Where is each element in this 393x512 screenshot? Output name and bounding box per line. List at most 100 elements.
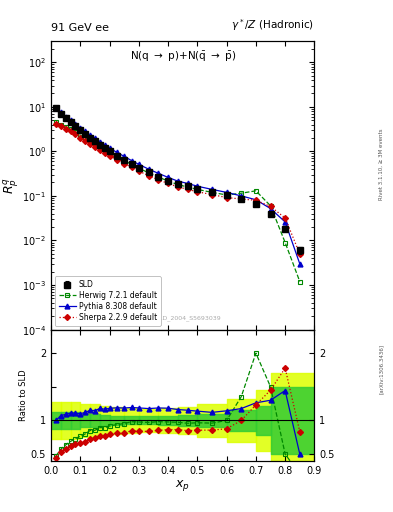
Pythia 8.308 default: [97, 139, 102, 145]
Pythia 8.308 default: [59, 109, 63, 115]
Herwig 7.2.1 default: [78, 132, 83, 138]
Pythia 8.308 default: [298, 261, 302, 267]
Pythia 8.308 default: [102, 142, 107, 148]
Herwig 7.2.1 default: [83, 135, 88, 141]
Herwig 7.2.1 default: [209, 189, 214, 196]
Pythia 8.308 default: [166, 175, 171, 181]
Pythia 8.308 default: [268, 205, 273, 211]
Sherpa 2.2.9 default: [195, 189, 200, 195]
Text: [arXiv:1306.3436]: [arXiv:1306.3436]: [379, 344, 384, 394]
Sherpa 2.2.9 default: [129, 164, 134, 170]
Text: N(q $\rightarrow$ p)+N($\bar{\rm q}$ $\rightarrow$ $\bar{\rm p}$): N(q $\rightarrow$ p)+N($\bar{\rm q}$ $\r…: [130, 50, 236, 63]
Herwig 7.2.1 default: [175, 181, 180, 187]
Pythia 8.308 default: [68, 117, 73, 123]
Pythia 8.308 default: [283, 219, 288, 225]
Pythia 8.308 default: [88, 132, 92, 138]
Sherpa 2.2.9 default: [107, 153, 112, 159]
Sherpa 2.2.9 default: [97, 147, 102, 153]
Herwig 7.2.1 default: [298, 279, 302, 285]
Pythia 8.308 default: [129, 158, 134, 164]
Pythia 8.308 default: [175, 178, 180, 184]
Pythia 8.308 default: [185, 180, 190, 186]
Herwig 7.2.1 default: [239, 190, 244, 196]
Herwig 7.2.1 default: [63, 124, 68, 130]
Sherpa 2.2.9 default: [209, 191, 214, 198]
Pythia 8.308 default: [253, 197, 258, 203]
Sherpa 2.2.9 default: [283, 215, 288, 221]
Pythia 8.308 default: [239, 193, 244, 199]
Sherpa 2.2.9 default: [253, 197, 258, 203]
Herwig 7.2.1 default: [195, 186, 200, 193]
Sherpa 2.2.9 default: [268, 203, 273, 209]
Sherpa 2.2.9 default: [93, 144, 97, 150]
Text: $\gamma^*/Z$ (Hadronic): $\gamma^*/Z$ (Hadronic): [231, 17, 314, 33]
Herwig 7.2.1 default: [107, 150, 112, 156]
Pythia 8.308 default: [209, 186, 214, 193]
Herwig 7.2.1 default: [59, 121, 63, 127]
Pythia 8.308 default: [136, 161, 141, 167]
Pythia 8.308 default: [224, 189, 229, 196]
Herwig 7.2.1 default: [166, 178, 171, 184]
Herwig 7.2.1 default: [115, 154, 119, 160]
Pythia 8.308 default: [146, 166, 151, 172]
Y-axis label: Ratio to SLD: Ratio to SLD: [19, 369, 28, 421]
Y-axis label: $R_p^q$: $R_p^q$: [1, 177, 21, 194]
Sherpa 2.2.9 default: [136, 168, 141, 174]
Sherpa 2.2.9 default: [122, 161, 127, 167]
Herwig 7.2.1 default: [268, 203, 273, 209]
Pythia 8.308 default: [156, 170, 161, 177]
Sherpa 2.2.9 default: [59, 123, 63, 129]
Sherpa 2.2.9 default: [224, 195, 229, 201]
Sherpa 2.2.9 default: [102, 150, 107, 156]
Line: Pythia 8.308 default: Pythia 8.308 default: [53, 105, 302, 266]
Sherpa 2.2.9 default: [54, 120, 59, 126]
Herwig 7.2.1 default: [253, 188, 258, 194]
Herwig 7.2.1 default: [97, 144, 102, 150]
Herwig 7.2.1 default: [146, 170, 151, 176]
Sherpa 2.2.9 default: [298, 251, 302, 257]
Legend: SLD, Herwig 7.2.1 default, Pythia 8.308 default, Sherpa 2.2.9 default: SLD, Herwig 7.2.1 default, Pythia 8.308 …: [55, 276, 161, 326]
Sherpa 2.2.9 default: [239, 196, 244, 202]
Herwig 7.2.1 default: [93, 141, 97, 147]
Herwig 7.2.1 default: [88, 138, 92, 144]
Herwig 7.2.1 default: [102, 147, 107, 153]
Sherpa 2.2.9 default: [63, 126, 68, 132]
Pythia 8.308 default: [73, 121, 78, 127]
Herwig 7.2.1 default: [73, 129, 78, 135]
Pythia 8.308 default: [122, 153, 127, 159]
Text: SLD_2004_S5693039: SLD_2004_S5693039: [155, 315, 221, 321]
Text: 91 GeV ee: 91 GeV ee: [51, 23, 109, 33]
Pythia 8.308 default: [195, 183, 200, 189]
Pythia 8.308 default: [54, 105, 59, 111]
Pythia 8.308 default: [107, 145, 112, 151]
Herwig 7.2.1 default: [122, 158, 127, 164]
Sherpa 2.2.9 default: [88, 141, 92, 147]
Pythia 8.308 default: [83, 129, 88, 135]
Herwig 7.2.1 default: [129, 161, 134, 167]
Text: Rivet 3.1.10, ≥ 3M events: Rivet 3.1.10, ≥ 3M events: [379, 128, 384, 200]
Sherpa 2.2.9 default: [115, 157, 119, 163]
Sherpa 2.2.9 default: [146, 173, 151, 179]
Herwig 7.2.1 default: [136, 165, 141, 171]
Sherpa 2.2.9 default: [166, 180, 171, 186]
Sherpa 2.2.9 default: [156, 177, 161, 183]
Herwig 7.2.1 default: [68, 126, 73, 133]
Herwig 7.2.1 default: [156, 174, 161, 180]
Sherpa 2.2.9 default: [83, 138, 88, 144]
Line: Sherpa 2.2.9 default: Sherpa 2.2.9 default: [54, 121, 302, 256]
Sherpa 2.2.9 default: [175, 184, 180, 190]
Pythia 8.308 default: [115, 150, 119, 156]
Herwig 7.2.1 default: [185, 184, 190, 190]
Herwig 7.2.1 default: [224, 192, 229, 198]
Pythia 8.308 default: [63, 114, 68, 120]
Sherpa 2.2.9 default: [68, 129, 73, 135]
Herwig 7.2.1 default: [54, 119, 59, 125]
Pythia 8.308 default: [93, 135, 97, 141]
Sherpa 2.2.9 default: [78, 135, 83, 141]
X-axis label: $x_p$: $x_p$: [175, 478, 190, 494]
Line: Herwig 7.2.1 default: Herwig 7.2.1 default: [53, 120, 302, 284]
Pythia 8.308 default: [78, 125, 83, 131]
Sherpa 2.2.9 default: [185, 186, 190, 193]
Sherpa 2.2.9 default: [73, 132, 78, 138]
Herwig 7.2.1 default: [283, 240, 288, 246]
